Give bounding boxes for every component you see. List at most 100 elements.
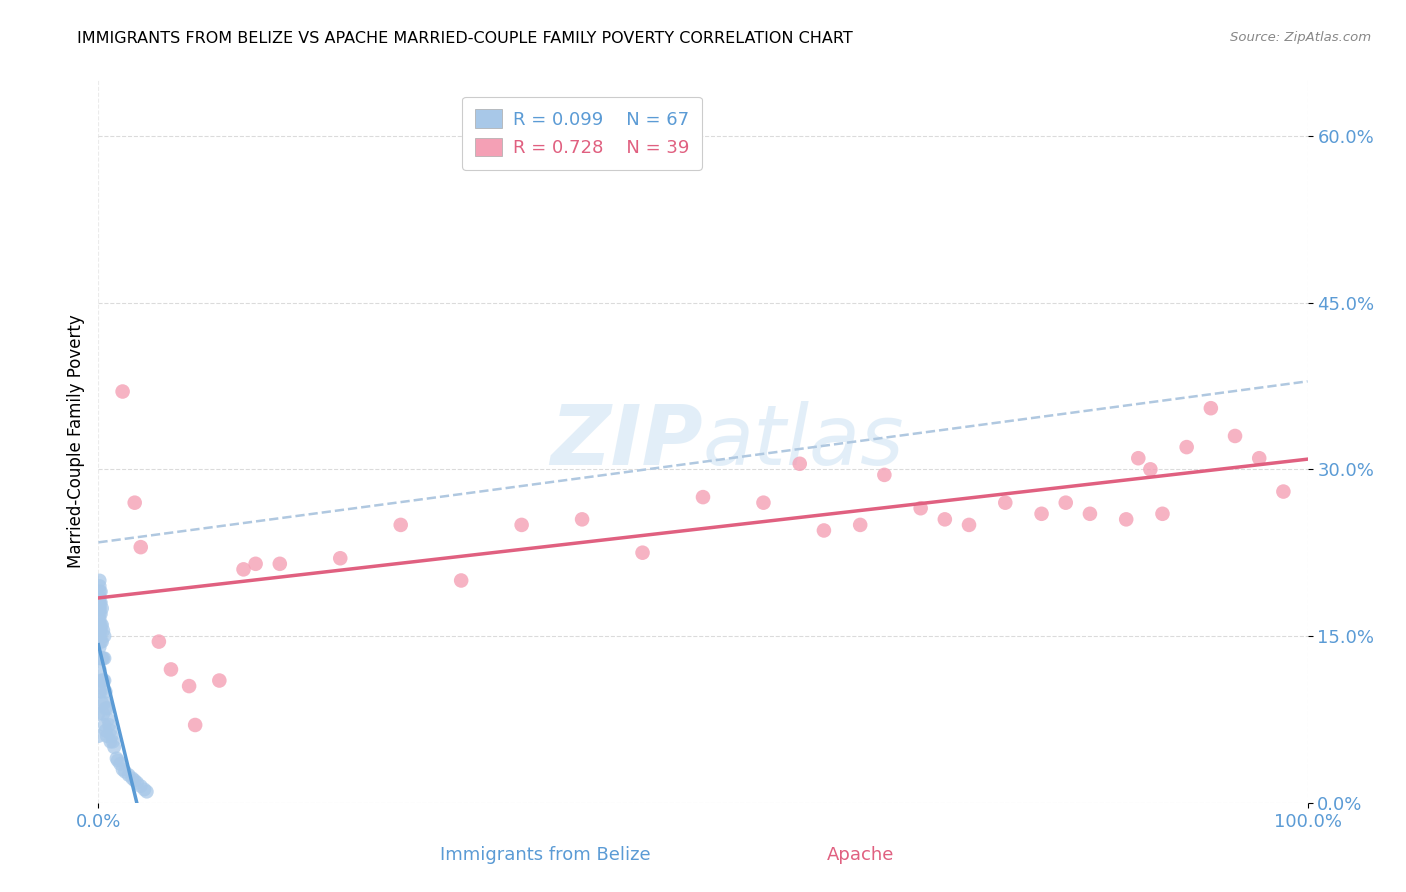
Point — [1139, 462, 1161, 476]
Point — [873, 467, 896, 482]
Text: ZIP: ZIP — [550, 401, 703, 482]
Point — [129, 779, 152, 793]
Point — [232, 562, 254, 576]
Point — [1199, 401, 1222, 416]
Text: IMMIGRANTS FROM BELIZE VS APACHE MARRIED-COUPLE FAMILY POVERTY CORRELATION CHART: IMMIGRANTS FROM BELIZE VS APACHE MARRIED… — [77, 31, 853, 46]
Point — [91, 651, 114, 665]
Point — [1223, 429, 1246, 443]
Point — [957, 517, 980, 532]
Point — [89, 601, 111, 615]
Point — [91, 706, 114, 721]
Point — [90, 607, 112, 621]
Point — [89, 651, 111, 665]
Point — [89, 607, 111, 621]
Point — [160, 662, 183, 676]
Point — [89, 601, 111, 615]
Point — [89, 618, 111, 632]
Point — [934, 512, 956, 526]
Point — [91, 601, 114, 615]
Point — [994, 496, 1017, 510]
Point — [89, 629, 111, 643]
Point — [269, 557, 291, 571]
Text: Source: ZipAtlas.com: Source: ZipAtlas.com — [1230, 31, 1371, 45]
Point — [98, 718, 121, 732]
Point — [93, 629, 115, 643]
Point — [93, 696, 115, 710]
Point — [450, 574, 472, 588]
Point — [752, 496, 775, 510]
Point — [1115, 512, 1137, 526]
Point — [571, 512, 593, 526]
Point — [87, 706, 110, 721]
Point — [631, 546, 654, 560]
Point — [1272, 484, 1295, 499]
Point — [89, 584, 111, 599]
Point — [910, 501, 932, 516]
Point — [90, 673, 112, 688]
Text: atlas: atlas — [703, 401, 904, 482]
Point — [1128, 451, 1150, 466]
Point — [89, 596, 111, 610]
Point — [1054, 496, 1077, 510]
Point — [329, 551, 352, 566]
Point — [94, 723, 117, 738]
Point — [100, 729, 122, 743]
Point — [135, 785, 157, 799]
Point — [90, 624, 112, 638]
Point — [91, 618, 114, 632]
Point — [96, 729, 118, 743]
Point — [510, 517, 533, 532]
Point — [105, 751, 128, 765]
Point — [103, 740, 125, 755]
Point — [813, 524, 835, 538]
Point — [90, 596, 112, 610]
Point — [111, 763, 134, 777]
Point — [1249, 451, 1271, 466]
Point — [89, 590, 111, 604]
Point — [100, 723, 122, 738]
Text: Apache: Apache — [827, 847, 894, 864]
Point — [93, 651, 115, 665]
Point — [94, 701, 117, 715]
Point — [208, 673, 231, 688]
Point — [89, 640, 111, 655]
Point — [87, 729, 110, 743]
Point — [101, 734, 124, 748]
Point — [148, 634, 170, 648]
Point — [111, 384, 134, 399]
Point — [789, 457, 811, 471]
Point — [118, 768, 141, 782]
Point — [1031, 507, 1053, 521]
Point — [90, 618, 112, 632]
Point — [692, 490, 714, 504]
Point — [93, 673, 115, 688]
Point — [124, 773, 146, 788]
Y-axis label: Married-Couple Family Poverty: Married-Couple Family Poverty — [66, 315, 84, 568]
Point — [91, 673, 114, 688]
Point — [89, 684, 111, 698]
Point — [1175, 440, 1198, 454]
Point — [100, 734, 122, 748]
Point — [89, 662, 111, 676]
Point — [90, 584, 112, 599]
Point — [121, 772, 143, 786]
Point — [179, 679, 201, 693]
Point — [245, 557, 267, 571]
Text: Immigrants from Belize: Immigrants from Belize — [440, 847, 651, 864]
Point — [89, 574, 111, 588]
Point — [91, 673, 114, 688]
Point — [89, 596, 111, 610]
Point — [89, 624, 111, 638]
Point — [91, 651, 114, 665]
Point — [134, 782, 156, 797]
Point — [127, 776, 149, 790]
Point — [108, 756, 131, 771]
Point — [114, 764, 136, 779]
Legend: R = 0.099    N = 67, R = 0.728    N = 39: R = 0.099 N = 67, R = 0.728 N = 39 — [463, 96, 702, 169]
Point — [97, 701, 120, 715]
Point — [91, 696, 114, 710]
Point — [1152, 507, 1174, 521]
Point — [107, 754, 129, 768]
Point — [1078, 507, 1101, 521]
Point — [90, 634, 112, 648]
